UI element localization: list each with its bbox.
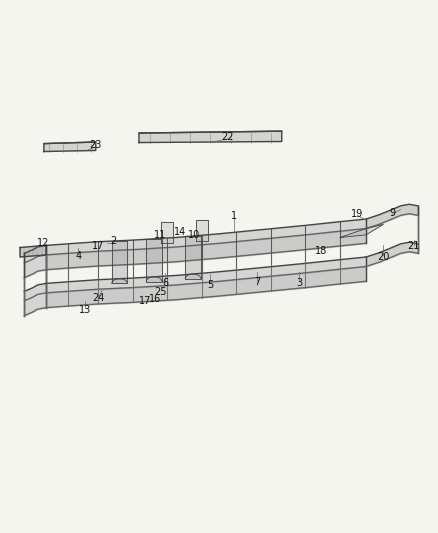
Text: 3: 3 bbox=[296, 278, 302, 288]
Text: 17: 17 bbox=[139, 296, 152, 306]
Text: 21: 21 bbox=[407, 241, 420, 252]
Text: 11: 11 bbox=[154, 230, 166, 240]
Polygon shape bbox=[139, 131, 282, 142]
Text: 4: 4 bbox=[75, 251, 81, 261]
Text: 6: 6 bbox=[162, 278, 168, 288]
Text: 19: 19 bbox=[351, 209, 364, 219]
Text: 5: 5 bbox=[207, 280, 213, 290]
Text: 12: 12 bbox=[37, 238, 49, 248]
Text: 7: 7 bbox=[254, 277, 260, 287]
Text: 16: 16 bbox=[149, 294, 161, 304]
Text: 1: 1 bbox=[231, 212, 237, 221]
Polygon shape bbox=[161, 222, 173, 243]
Polygon shape bbox=[112, 241, 127, 284]
Polygon shape bbox=[44, 142, 96, 151]
Text: 9: 9 bbox=[389, 208, 395, 217]
Text: 22: 22 bbox=[221, 132, 234, 142]
Polygon shape bbox=[196, 220, 208, 241]
Text: 25: 25 bbox=[154, 287, 167, 297]
Polygon shape bbox=[340, 224, 383, 238]
Polygon shape bbox=[139, 131, 282, 133]
Text: 24: 24 bbox=[92, 293, 105, 303]
Text: 17: 17 bbox=[92, 241, 104, 252]
Text: 20: 20 bbox=[377, 252, 389, 262]
Polygon shape bbox=[20, 245, 46, 257]
Polygon shape bbox=[185, 236, 201, 279]
Polygon shape bbox=[146, 239, 162, 281]
Text: 18: 18 bbox=[314, 246, 327, 256]
Text: 13: 13 bbox=[79, 305, 91, 315]
Polygon shape bbox=[44, 142, 96, 143]
Text: 2: 2 bbox=[110, 236, 116, 246]
Text: 23: 23 bbox=[89, 140, 102, 150]
Text: 10: 10 bbox=[188, 230, 200, 240]
Text: 14: 14 bbox=[174, 227, 186, 237]
